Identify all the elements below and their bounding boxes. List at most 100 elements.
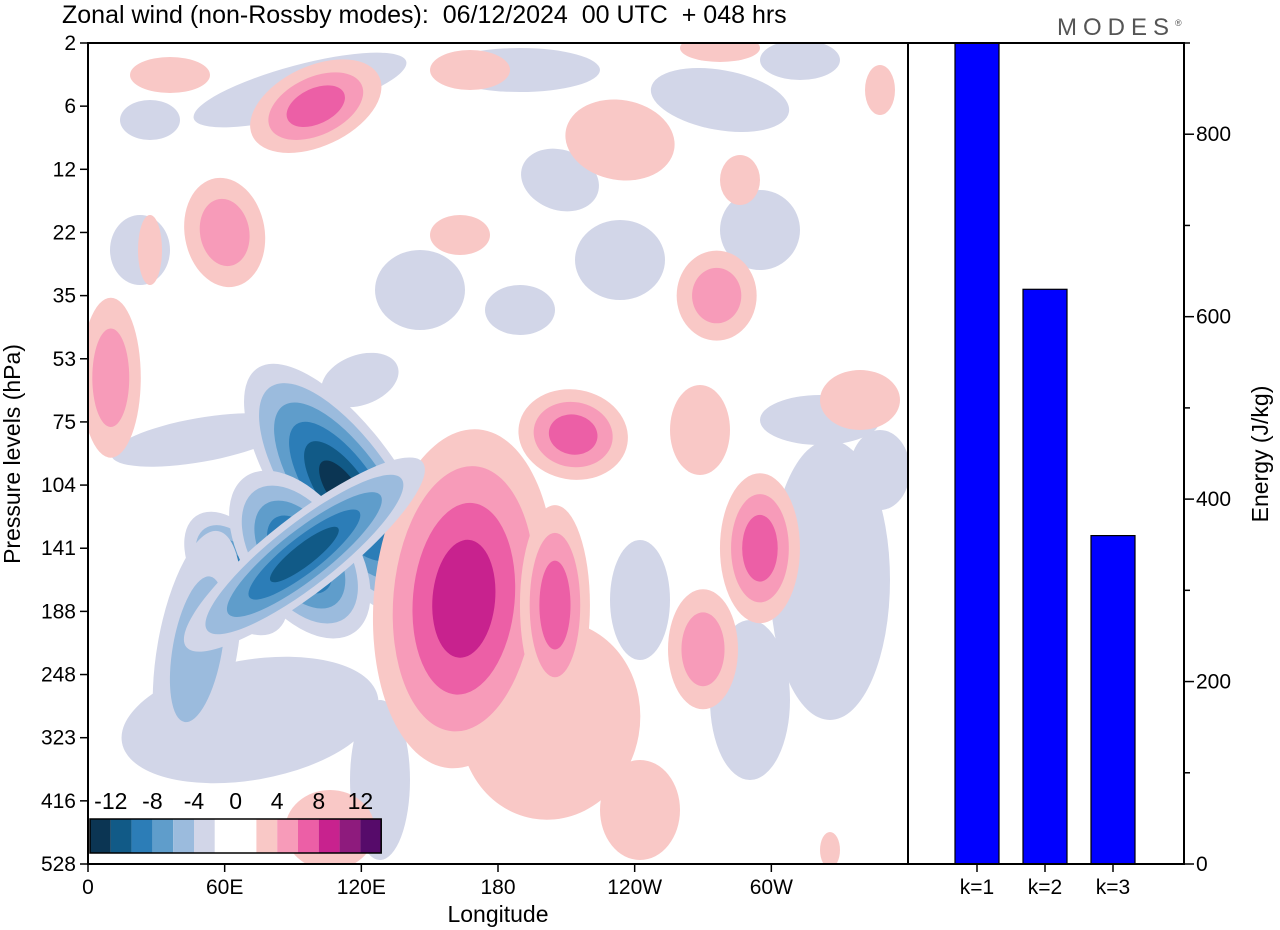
y-tick-label: 6 bbox=[64, 95, 76, 118]
x-tick-label: 120E bbox=[337, 876, 386, 899]
energy-tick-label: 400 bbox=[1196, 488, 1231, 511]
field-streak bbox=[650, 68, 790, 132]
colorbar-swatch bbox=[110, 819, 132, 853]
brand-text: MODES bbox=[1057, 14, 1176, 41]
colorbar-swatch bbox=[131, 819, 153, 853]
energy-tick-label: 200 bbox=[1196, 671, 1231, 694]
y-tick-label: 248 bbox=[41, 664, 76, 687]
x-tick-label: 60E bbox=[206, 876, 243, 899]
field-streak bbox=[130, 57, 210, 93]
positive-anomaly bbox=[88, 297, 141, 458]
positive-anomaly bbox=[372, 429, 555, 769]
positive-anomaly-contour bbox=[681, 612, 725, 687]
energy-bar bbox=[1022, 288, 1068, 865]
field-streak bbox=[865, 65, 895, 115]
field-streak bbox=[820, 832, 840, 864]
y-tick-label: 416 bbox=[41, 790, 76, 813]
energy-tick-label: 800 bbox=[1196, 123, 1231, 146]
y-tick-label: 22 bbox=[53, 221, 76, 244]
x-tick-label: 180 bbox=[480, 876, 515, 899]
positive-anomaly-contour bbox=[539, 560, 571, 650]
y-tick-label: 141 bbox=[41, 537, 76, 560]
positive-anomaly bbox=[668, 589, 738, 710]
colorbar-label: 4 bbox=[271, 788, 284, 814]
y-tick-label: 2 bbox=[64, 32, 76, 55]
heatmap-plot: -12 -8 -4 0 4 8 12 0 60E 120E 180 120W 60W 2 6 12 22 35… bbox=[0, 13, 909, 927]
positive-anomaly-contour bbox=[199, 198, 250, 267]
field-streak bbox=[430, 215, 490, 255]
negative-jet-contour bbox=[269, 526, 339, 583]
bar-frame bbox=[907, 42, 1185, 865]
field-streak bbox=[120, 100, 180, 140]
colorbar-swatch bbox=[90, 819, 111, 853]
field-streak bbox=[505, 13, 555, 37]
field-streak bbox=[720, 190, 800, 270]
energy-tick-label: 600 bbox=[1196, 306, 1231, 329]
y-tick-label: 528 bbox=[41, 853, 76, 876]
heatmap-x-ticks: 0 60E 120E 180 120W 60W bbox=[82, 864, 793, 899]
bar-plot: k=1 k=2 k=3 0 200 400 600 800 Energy (J/kg) bbox=[907, 42, 1273, 899]
colorbar-swatch bbox=[360, 819, 382, 853]
positive-anomaly-contour bbox=[742, 514, 778, 582]
y-tick-label: 53 bbox=[53, 348, 76, 371]
bar-category-label: k=1 bbox=[960, 876, 994, 899]
colorbar-label: -4 bbox=[184, 788, 205, 814]
field-streak bbox=[770, 440, 890, 720]
field-streak bbox=[565, 99, 675, 181]
colorbar-label: 0 bbox=[229, 788, 242, 814]
positive-anomaly bbox=[676, 250, 757, 341]
colorbar-label: 12 bbox=[348, 788, 374, 814]
bar-x-ticks: k=1 k=2 k=3 bbox=[960, 864, 1130, 899]
field-streak bbox=[575, 220, 665, 300]
positive-anomaly bbox=[184, 177, 266, 288]
colorbar-label: -12 bbox=[94, 788, 127, 814]
positive-anomaly-contour bbox=[432, 539, 496, 658]
colorbar-swatch bbox=[318, 819, 340, 853]
bar-y-ticks: 0 200 400 600 800 bbox=[1184, 42, 1231, 876]
x-tick-label: 60W bbox=[750, 876, 793, 899]
negative-jet bbox=[183, 457, 425, 652]
positive-anomaly bbox=[250, 59, 382, 153]
positive-anomaly bbox=[519, 505, 590, 706]
heatmap-fields bbox=[88, 13, 908, 864]
y-axis-title: Pressure levels (hPa) bbox=[0, 344, 25, 564]
colorbar-swatch bbox=[235, 819, 257, 853]
colorbar-swatch bbox=[173, 819, 194, 853]
field-streak bbox=[600, 760, 680, 860]
y-tick-label: 12 bbox=[53, 158, 76, 181]
positive-anomaly-contour bbox=[692, 267, 742, 324]
positive-anomaly bbox=[518, 389, 628, 480]
colorbar-swatch bbox=[214, 819, 236, 853]
y-tick-label: 75 bbox=[53, 411, 76, 434]
field-streak bbox=[430, 50, 510, 90]
x-tick-label: 120W bbox=[607, 876, 662, 899]
y-tick-label: 323 bbox=[41, 727, 76, 750]
registered-mark-icon: ® bbox=[1175, 18, 1182, 28]
x-tick-label: 0 bbox=[82, 876, 94, 899]
field-streak bbox=[850, 430, 908, 510]
energy-axis-title: Energy (J/kg) bbox=[1247, 386, 1273, 523]
field-streak bbox=[321, 352, 399, 408]
positive-anomaly-contour bbox=[548, 414, 598, 455]
colorbar-frame bbox=[89, 818, 382, 854]
field-streak bbox=[680, 43, 760, 62]
y-tick-label: 188 bbox=[41, 600, 76, 623]
field-streak bbox=[670, 385, 730, 475]
field-streak bbox=[375, 250, 465, 330]
heatmap-y-ticks: 2 6 12 22 35 53 75 104 141 188 248 323 416 528 bbox=[41, 32, 88, 876]
field-streak bbox=[111, 413, 289, 467]
energy-bar bbox=[1090, 534, 1136, 865]
field-streak bbox=[820, 370, 900, 430]
colorbar-swatch bbox=[339, 819, 361, 853]
colorbar-swatch bbox=[194, 819, 215, 853]
colorbar-label: -8 bbox=[142, 788, 162, 814]
y-tick-label: 104 bbox=[41, 474, 76, 497]
colorbar: -12 -8 -4 0 4 8 12 bbox=[89, 788, 382, 854]
positive-anomaly bbox=[719, 473, 800, 624]
chart-title: Zonal wind (non-Rossby modes): 06/12/202… bbox=[62, 1, 787, 29]
brand-logo: MODES® bbox=[1057, 9, 1182, 42]
y-tick-label: 35 bbox=[53, 285, 76, 308]
bar-category-label: k=3 bbox=[1096, 876, 1130, 899]
colorbar-label: 8 bbox=[312, 788, 325, 814]
